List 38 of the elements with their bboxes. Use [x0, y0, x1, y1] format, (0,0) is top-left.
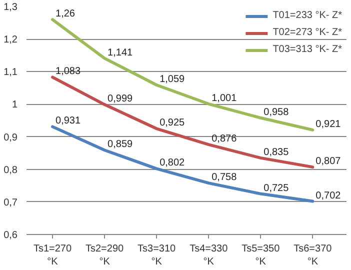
y-tick-label: 1: [12, 100, 18, 111]
data-label: 0,802: [160, 158, 186, 169]
data-label: 0,702: [316, 190, 342, 202]
data-label: 0,807: [316, 156, 342, 168]
y-tick-label: 1,2: [4, 34, 18, 46]
legend-label: T03=313 °K- Z*: [272, 44, 342, 55]
legend-label: T02=273 °K- Z*: [272, 27, 342, 38]
data-label: 0,921: [316, 118, 342, 130]
y-tick-label: 0,6: [4, 230, 18, 241]
data-label: 0,931: [56, 116, 81, 127]
x-tick-label: Ts2=290 °K: [86, 244, 124, 268]
data-label: 0,758: [212, 172, 238, 184]
x-tick-label: Ts6=370 °K: [294, 244, 332, 268]
x-tick-label: Ts1=270 °K: [33, 244, 72, 268]
data-label: 1,001: [212, 92, 238, 104]
x-tick-label: Ts5=350 °K: [242, 244, 280, 268]
data-label: 0,925: [160, 118, 186, 129]
data-label: 1,083: [56, 66, 81, 78]
data-label: 0,859: [108, 139, 134, 150]
data-label: 0,835: [264, 146, 290, 158]
data-label: 0,999: [108, 94, 134, 105]
y-tick-label: 0,8: [4, 164, 18, 176]
data-label: 1,059: [160, 74, 186, 85]
x-tick-label: Ts4=330 °K: [190, 244, 228, 268]
y-tick-label: 1,3: [4, 2, 18, 13]
line-series: [51, 18, 314, 132]
data-label: 0,958: [264, 106, 290, 118]
y-tick-label: 0,7: [4, 197, 18, 208]
y-tick-label: 0,9: [4, 132, 18, 144]
y-tick-label: 1,1: [4, 67, 18, 78]
data-label: 0,876: [212, 134, 238, 145]
line-series: [51, 76, 314, 169]
line-series: [51, 125, 314, 203]
data-label: 0,725: [264, 182, 290, 194]
data-label: 1,141: [108, 47, 134, 58]
legend-label: T01=233 °K- Z*: [272, 10, 342, 21]
x-tick-label: Ts3=310 °K: [138, 244, 176, 268]
data-label: 1,26: [56, 8, 76, 20]
